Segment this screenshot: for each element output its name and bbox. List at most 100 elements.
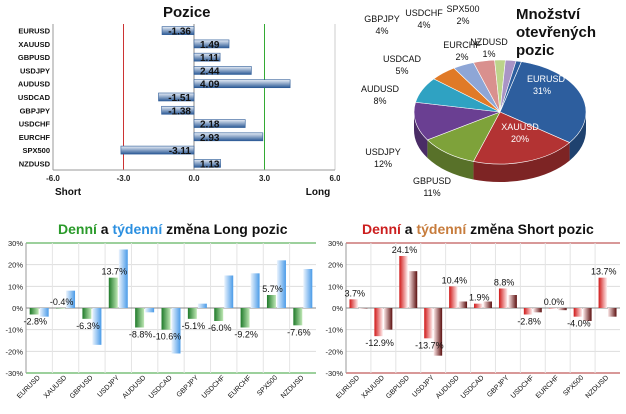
long-title-rest: změna Long pozic [162,221,288,237]
change-label: 24.1% [392,245,418,255]
y-tick-label: -10% [5,326,23,335]
pie-slice-percent: 4% [375,26,388,36]
change-bar [523,308,533,315]
pie-slice-name: USDCAD [383,54,422,64]
change-bar [92,308,102,345]
value-label: -1.51 [168,93,191,104]
change-bar [293,308,303,326]
pie-slice-name: GBPJPY [364,14,400,24]
long-title-and: a [96,221,113,237]
category-label: AUDUSD [122,374,148,400]
change-bar [108,277,118,308]
positions-chart-title: Pozice [163,4,211,21]
position-bar [161,26,195,35]
change-bar [349,299,358,308]
category-label: EURCHF [227,374,253,400]
short-change-title: Denní a týdenní změna Short pozic [362,221,594,237]
category-label: USDCHF [510,374,536,400]
change-bar [598,277,608,308]
change-bar [82,308,92,319]
change-label: -12.9% [365,338,394,348]
pie-slice [499,60,522,113]
short-change-chart: 30% 20% 10% 0% -10% -20% -30% 3.7% EURUSD -12.9% X… [325,239,620,400]
pie-slice-percent: 20% [511,134,529,144]
category-label: AUDUSD [435,374,461,400]
pie-title-line-2: otevřených [516,24,597,41]
pie-slice-percent: 8% [373,96,386,106]
category-label: GBPUSD [18,53,51,62]
pie-slice [499,61,587,143]
y-tick-label: 10% [328,282,343,291]
change-bar [276,260,286,308]
pie-slice-percent: 12% [374,159,392,169]
change-label: 5.7% [262,284,283,294]
category-label: USDJPY [411,374,436,399]
pie-slice-percent: 1% [482,49,495,59]
open-positions-pie-panel: EURUSD 31% XAUUSD 20% GBPUSD 11% USDJPY 12% AUDU… [340,0,626,200]
change-bar [608,308,617,317]
long-change-panel: Denní a týdenní změna Long pozic 30% 20% 1… [0,215,322,414]
long-title-weekly: týdenní [112,221,163,237]
category-label: USDCHF [201,374,227,400]
change-label: -9.2% [234,330,258,340]
pie-slice-name: GBPUSD [413,176,452,186]
short-change-panel: Denní a týdenní změna Short pozic 30% 20%… [322,215,626,414]
pie-slice [472,111,571,165]
change-bar [66,290,76,308]
change-bar [424,308,433,339]
pie-slice-percent: 2% [456,16,469,26]
change-bar [474,303,483,308]
change-bar [171,308,181,354]
change-bar [408,271,418,308]
short-title-and: a [400,221,417,237]
long-change-title: Denní a týdenní změna Long pozic [58,221,287,237]
category-label: EURUSD [335,374,361,400]
change-bar [449,286,458,308]
value-label: 1.11 [200,53,219,64]
change-label: 13.7% [102,267,128,277]
change-bar [266,295,276,308]
y-tick-label: 20% [328,261,343,270]
change-label: -8.8% [129,330,153,340]
value-label: 2.18 [200,120,220,131]
y-tick-label: -20% [325,347,343,356]
change-label: -6.0% [208,323,232,333]
change-bar [214,308,224,321]
value-label: -1.36 [168,27,191,38]
long-change-chart: 30% 20% 10% 0% -10% -20% -30% -2.8% EURUSD -0.4% X… [5,239,316,400]
change-bar [197,303,207,308]
change-label: 13.7% [591,267,617,277]
category-label: USDCHF [19,120,51,129]
category-label: GBPUSD [69,374,95,400]
change-label: -2.8% [23,317,47,327]
pie-slice-name: SPX500 [446,4,479,14]
y-tick-label: 30% [8,239,23,248]
pie-slice [413,101,501,141]
pie-slice-percent: 2% [455,52,468,62]
short-title-weekly: týdenní [416,221,467,237]
category-label: GBPJPY [176,374,201,399]
category-label: EURCHF [19,133,51,142]
pie-title-line-3: pozic [516,42,555,59]
positions-chart: -6.0 -3.0 0.0 3.0 6.0 EURUSD -1.36 XAUUSD 1.49 GB… [18,24,340,198]
change-bar [548,308,558,309]
pie-slice-side [473,142,570,182]
position-bar [193,79,291,89]
y-tick-label: 0% [332,304,343,313]
category-label: SPX500 [256,374,279,397]
change-bar [533,308,542,313]
short-label: Short [55,187,82,198]
change-bar [583,308,592,321]
category-label: USDCAD [148,374,174,400]
category-label: EURUSD [16,374,42,400]
pie-slice-percent: 11% [423,188,440,198]
value-label: 4.09 [200,80,220,91]
change-bar [508,295,517,308]
change-bar [187,308,197,319]
change-bar [374,308,383,337]
pie-slice-percent: 31% [533,86,551,96]
y-tick-label: 30% [328,239,343,248]
category-label: NZDUSD [19,159,51,168]
change-label: 10.4% [442,275,468,285]
change-label: -2.8% [517,317,541,327]
